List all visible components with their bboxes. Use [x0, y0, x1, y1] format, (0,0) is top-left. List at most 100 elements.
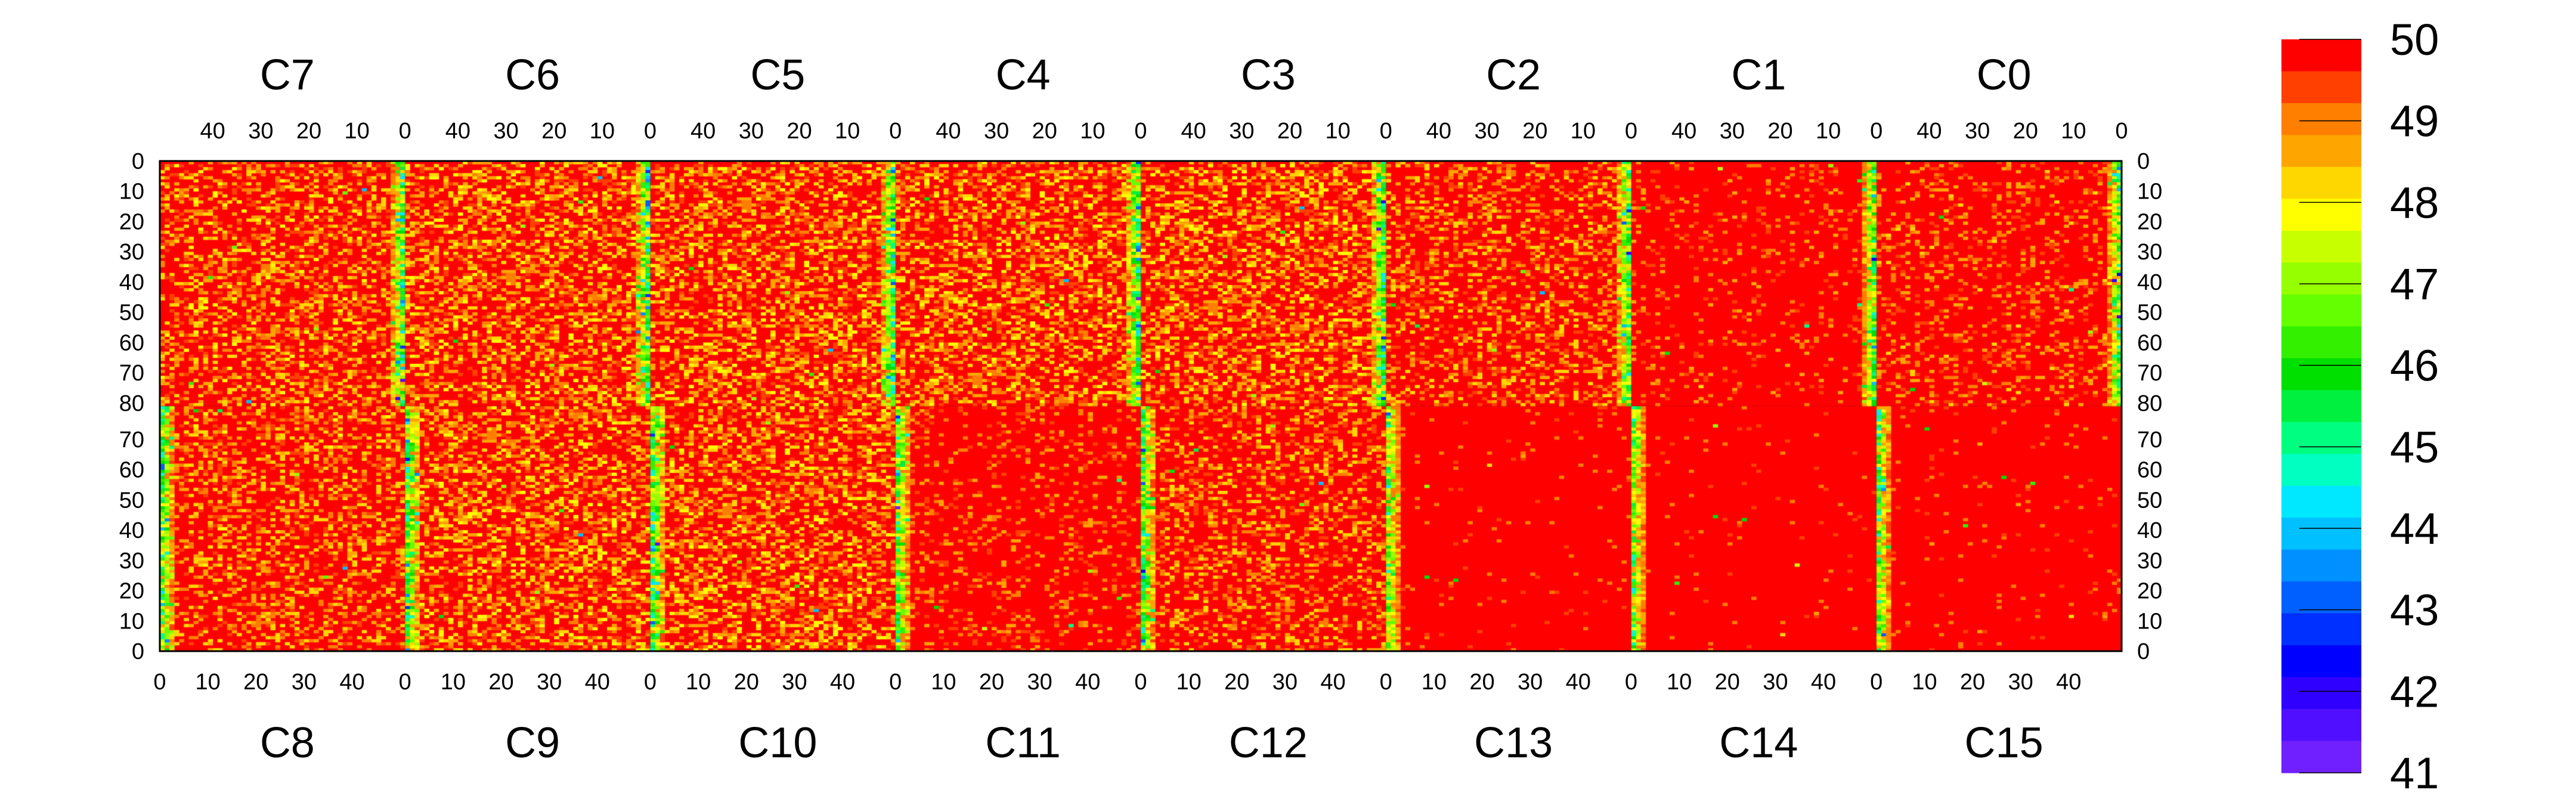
x-tick-label-top: 10: [1325, 119, 1350, 144]
y-tick-label-left: 60: [119, 458, 144, 483]
x-tick-label-top: 20: [1277, 119, 1302, 144]
colorbar-segment: [2281, 326, 2361, 359]
x-tick-label-top: 0: [1625, 119, 1637, 144]
y-tick-label-left: 30: [119, 549, 144, 574]
chip-label-bottom: C13: [1474, 719, 1553, 767]
y-tick-label-right: 60: [2137, 458, 2162, 483]
y-tick-label-right: 40: [2137, 518, 2162, 543]
x-tick-label-bottom: 10: [441, 670, 466, 695]
colorbar-segment: [2281, 135, 2361, 168]
x-tick-label-top: 0: [644, 119, 657, 144]
x-tick-label-bottom: 30: [782, 670, 807, 695]
x-tick-label-top: 10: [1571, 119, 1596, 144]
x-tick-label-top: 10: [1080, 119, 1105, 144]
heatmap-plot-area: [159, 160, 2123, 652]
colorbar-segment: [2281, 199, 2361, 231]
x-tick-label-top: 20: [787, 119, 812, 144]
colorbar-segment: [2281, 709, 2361, 742]
x-tick-label-top: 40: [1181, 119, 1206, 144]
colorbar-segment: [2281, 613, 2361, 646]
y-tick-label-right: 20: [2137, 579, 2162, 604]
x-tick-label-bottom: 20: [243, 670, 268, 695]
x-tick-label-top: 30: [1474, 119, 1499, 144]
x-tick-label-bottom: 10: [931, 670, 956, 695]
x-tick-label-bottom: 40: [1811, 670, 1836, 695]
y-tick-label-right: 30: [2137, 549, 2162, 574]
y-tick-label-left: 70: [119, 361, 144, 386]
y-tick-label-left: 70: [119, 428, 144, 453]
x-tick-label-bottom: 0: [1380, 670, 1392, 695]
chip-label-bottom: C15: [1965, 719, 2044, 767]
chip-label-bottom: C9: [505, 719, 560, 767]
colorbar-segment: [2281, 358, 2361, 391]
heatmap-cells: [160, 161, 2122, 651]
chip-label-top: C4: [996, 51, 1051, 99]
y-tick-label-right: 10: [2137, 179, 2162, 205]
x-tick-label-bottom: 10: [1176, 670, 1201, 695]
colorbar-segment: [2281, 485, 2361, 518]
y-tick-label-left: 10: [119, 609, 144, 634]
colorbar-segment: [2281, 645, 2361, 678]
chip-label-top: C5: [750, 51, 805, 99]
x-tick-label-bottom: 20: [488, 670, 513, 695]
x-tick-label-top: 10: [2061, 119, 2086, 144]
plot-frame: [159, 160, 2123, 652]
y-tick-label-left: 0: [132, 149, 144, 174]
x-tick-label-bottom: 20: [1960, 670, 1985, 695]
x-tick-label-top: 10: [1816, 119, 1841, 144]
x-tick-label-top: 20: [296, 119, 321, 144]
y-tick-label-left: 50: [119, 301, 144, 326]
x-tick-label-top: 20: [1767, 119, 1792, 144]
colorbar-label: 48: [2390, 178, 2439, 227]
x-tick-label-bottom: 20: [1224, 670, 1249, 695]
x-tick-label-top: 0: [2115, 119, 2128, 144]
x-tick-label-top: 0: [399, 119, 411, 144]
colorbar-segment: [2281, 549, 2361, 582]
y-ticks-right: 0 10 20 30 40 50 60 70 80 70 60 50 40 30 20 10 0: [2111, 149, 2162, 664]
colorbar-segment: [2281, 71, 2361, 104]
chip-labels-top: C7 C6 C5 C4 C3 C2 C1 C0: [260, 51, 2032, 99]
y-tick-label-right: 70: [2137, 361, 2162, 386]
x-tick-label-bottom: 40: [2056, 670, 2081, 695]
x-tick-label-top: 0: [1870, 119, 1883, 144]
y-tick-label-right: 60: [2137, 330, 2162, 355]
x-tick-label-bottom: 30: [1272, 670, 1298, 695]
colorbar-label: 49: [2390, 97, 2439, 146]
colorbar-segment: [2281, 103, 2361, 136]
y-tick-label-right: 50: [2137, 488, 2162, 513]
colorbar-label: 45: [2390, 422, 2439, 472]
colorbar-segment: [2281, 677, 2361, 710]
x-tick-label-bottom: 10: [1912, 670, 1937, 695]
colorbar-segment: [2281, 422, 2361, 454]
x-tick-label-top: 20: [1032, 119, 1057, 144]
x-tick-label-top: 0: [889, 119, 902, 144]
chip-label-top: C7: [260, 51, 315, 99]
x-tick-label-bottom: 10: [686, 670, 711, 695]
x-tick-label-top: 20: [541, 119, 566, 144]
x-tick-label-bottom: 40: [1566, 670, 1591, 695]
x-tick-label-top: 40: [691, 119, 716, 144]
x-tick-label-top: 40: [1671, 119, 1696, 144]
x-tick-label-bottom: 0: [889, 670, 902, 695]
x-tick-label-bottom: 10: [195, 670, 220, 695]
colorbar-label: 50: [2390, 15, 2439, 64]
x-tick-label-top: 20: [2013, 119, 2038, 144]
x-tick-label-top: 40: [1916, 119, 1942, 144]
y-tick-label-right: 0: [2137, 639, 2150, 664]
chip-label-top: C6: [505, 51, 560, 99]
colorbar-segment: [2281, 518, 2361, 550]
colorbar-labels: 50 49 48 47 46 45 44 43 42 41: [2390, 15, 2439, 798]
x-tick-label-bottom: 20: [979, 670, 1004, 695]
y-tick-label-right: 40: [2137, 270, 2162, 295]
x-tick-label-top: 40: [445, 119, 470, 144]
x-tick-label-top: 30: [248, 119, 273, 144]
y-tick-label-left: 40: [119, 270, 144, 295]
chip-label-bottom: C14: [1719, 719, 1798, 767]
colorbar-label: 43: [2390, 586, 2439, 635]
y-tick-label-right: 10: [2137, 609, 2162, 634]
y-tick-label-right: 80: [2137, 391, 2162, 416]
x-tick-label-bottom: 30: [1518, 670, 1543, 695]
x-tick-label-bottom: 30: [1763, 670, 1788, 695]
chip-label-bottom: C11: [985, 719, 1061, 767]
colorbar-label: 46: [2390, 341, 2439, 391]
